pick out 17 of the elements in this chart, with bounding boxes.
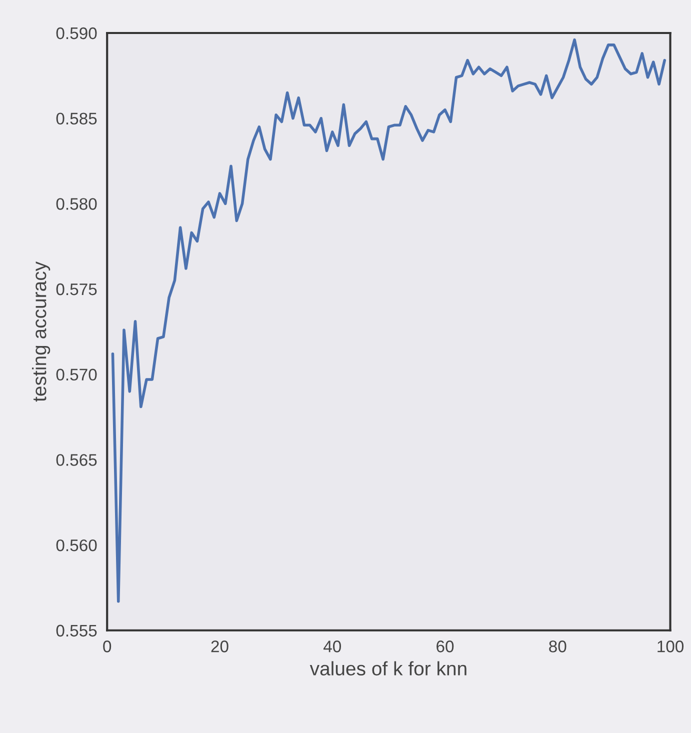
- x-tick-label: 80: [549, 640, 566, 652]
- x-tick-label: 40: [323, 640, 341, 652]
- y-tick-label: 0.555: [56, 624, 97, 637]
- y-tick-label: 0.570: [56, 368, 97, 381]
- y-axis-title: testing accuracy: [32, 261, 50, 402]
- y-tick-label: 0.575: [56, 283, 97, 296]
- y-tick-label: 0.580: [56, 198, 97, 210]
- x-tick-label: 0: [103, 640, 112, 652]
- x-tick-label: 20: [211, 640, 228, 652]
- x-tick-label: 100: [658, 640, 684, 652]
- line-series: [111, 38, 666, 603]
- x-axis-title: values of k for knn: [310, 661, 466, 676]
- y-tick-label: 0.590: [56, 27, 97, 40]
- y-tick-label: 0.585: [56, 112, 97, 125]
- y-tick-label: 0.560: [56, 539, 97, 552]
- y-tick-label: 0.565: [56, 454, 97, 466]
- x-tick-label: 60: [436, 640, 454, 652]
